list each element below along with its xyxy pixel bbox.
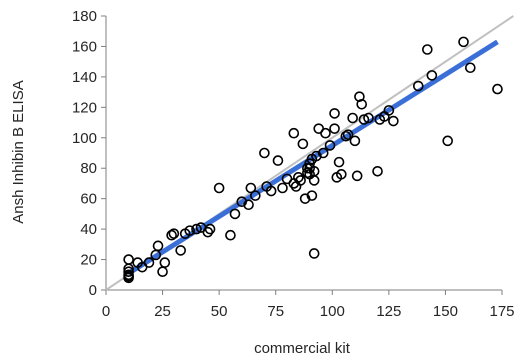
y-tick-label: 100 [72,130,97,147]
data-point [272,155,284,166]
data-point [308,248,320,259]
data-point [259,147,270,159]
data-point [412,80,424,92]
data-point [213,182,225,194]
data-point [465,62,476,74]
y-tick-label: 120 [72,99,97,116]
data-point [340,130,352,142]
data-point [159,257,171,268]
data-point [184,225,196,236]
data-point [143,257,155,268]
y-tick-label: 180 [72,8,97,25]
data-point [383,105,395,116]
y-tick-label: 60 [80,191,97,208]
x-tick-label: 125 [376,303,401,320]
data-point [342,129,354,141]
x-tick-label: 50 [211,303,228,320]
data-point [329,123,340,134]
data-point [347,112,358,124]
y-tick-label: 0 [89,282,97,299]
data-point [320,127,331,139]
data-point [336,169,347,180]
data-point [363,112,374,124]
plot-layer: 0 20 40 60 80 100 120 140 160 180 0 25 50 75 100 125 150… [72,8,515,320]
data-point [426,70,438,81]
data-point [351,170,363,182]
data-point [166,229,177,241]
data-point [123,266,134,278]
data-point [329,108,340,119]
data-point [202,226,214,238]
data-point [245,182,257,194]
x-tick-label: 150 [433,303,458,320]
data-point [317,147,329,159]
data-point [458,36,469,48]
data-point [372,165,383,177]
x-tick-label: 75 [267,303,284,320]
data-point [168,228,180,239]
data-point [333,156,345,168]
y-tick-label: 20 [80,252,97,269]
data-point [265,185,277,197]
data-point [123,254,134,265]
y-tick-label: 140 [72,69,97,86]
data-point [152,240,164,252]
data-point [225,229,236,241]
y-axis-title: Ansh Inhibin B ELISA [10,80,27,223]
data-point [306,190,318,201]
data-point [356,98,368,110]
y-tick-label: 80 [80,160,97,177]
x-tick-label: 25 [154,303,171,320]
data-point [123,272,134,284]
data-point [358,114,370,125]
y-tick-label: 160 [72,38,97,55]
x-tick-label: 175 [489,303,514,320]
data-point [354,91,365,102]
data-point [442,135,453,147]
data-point [243,199,254,211]
data-point [299,193,311,204]
x-tick-label: 0 [102,303,110,320]
data-point [250,190,261,201]
data-point [293,172,304,183]
data-point [191,223,202,235]
data-point [204,223,216,235]
data-point [295,175,306,186]
data-point [311,150,322,162]
x-axis-title: commercial kit [254,340,351,357]
data-point [277,182,288,194]
data-point [349,135,361,147]
data-point [229,208,241,220]
data-point [492,83,503,95]
data-point [297,138,309,150]
y-tick-label: 40 [80,221,97,238]
data-point [157,266,168,278]
data-point [422,44,433,55]
data-point [308,175,320,186]
data-point [324,140,336,151]
data-point [236,196,248,208]
x-tick-label: 100 [320,303,345,320]
data-point [175,245,186,256]
data-point [288,127,300,139]
data-point [388,115,399,127]
